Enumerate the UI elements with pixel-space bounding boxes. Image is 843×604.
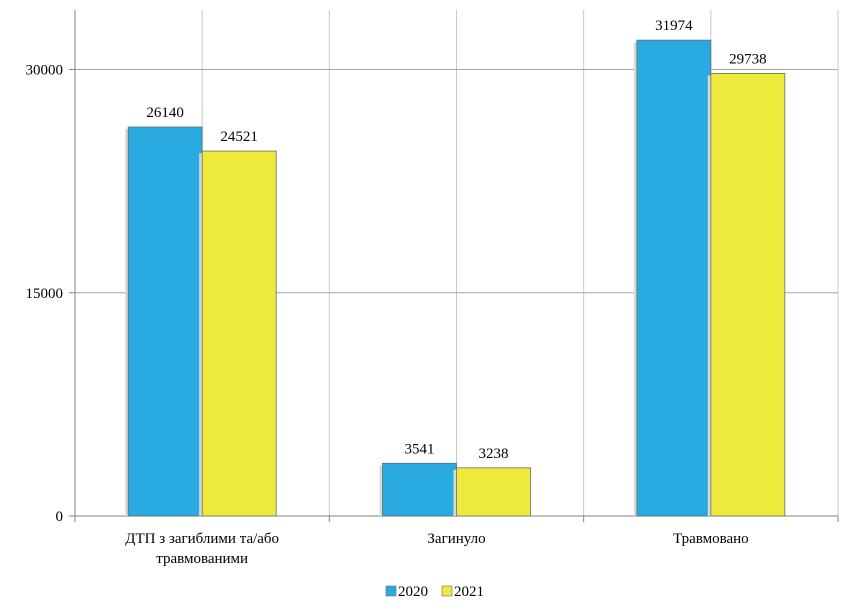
bar-2021-2 — [456, 467, 531, 517]
legend-swatch-2020 — [385, 585, 397, 597]
y-tick-label: 15000 — [26, 286, 64, 302]
x-category-label: Травмовано — [673, 531, 749, 547]
y-tick-label: 30000 — [26, 63, 64, 79]
x-category-label: ДТП з загиблими та/або — [125, 531, 279, 547]
x-category-label: травмованими — [156, 551, 248, 567]
bar-2021-1 — [201, 150, 277, 517]
y-tick-label: 0 — [56, 509, 64, 525]
data-label-2021-3: 29738 — [729, 51, 767, 67]
legend: 2020 2021 — [385, 584, 484, 600]
bar-shadow — [125, 128, 129, 517]
bar-shadow — [453, 469, 457, 516]
data-label-2021-2: 3238 — [479, 446, 509, 462]
data-label-2020-3: 31974 — [655, 18, 693, 34]
bar-2020-1 — [127, 126, 203, 517]
legend-label-2020: 2020 — [398, 584, 428, 600]
bar-2021-3 — [710, 73, 786, 517]
bar-shadow — [379, 465, 383, 516]
data-label-2020-2: 3541 — [405, 441, 435, 457]
bar-shadow — [199, 153, 203, 516]
bar-shadow — [633, 42, 637, 517]
bar-2020-3 — [636, 39, 712, 517]
legend-swatch-2021 — [441, 585, 453, 597]
legend-label-2021: 2021 — [454, 584, 484, 600]
data-label-2020-1: 26140 — [146, 105, 184, 121]
data-labels: 26140 24521 3541 3238 31974 29738 — [146, 18, 766, 462]
bars — [125, 39, 786, 517]
data-label-2021-1: 24521 — [220, 129, 258, 145]
bar-2020-2 — [382, 462, 457, 517]
bar-shadow — [707, 75, 711, 516]
x-category-label: Загинуло — [427, 531, 485, 547]
